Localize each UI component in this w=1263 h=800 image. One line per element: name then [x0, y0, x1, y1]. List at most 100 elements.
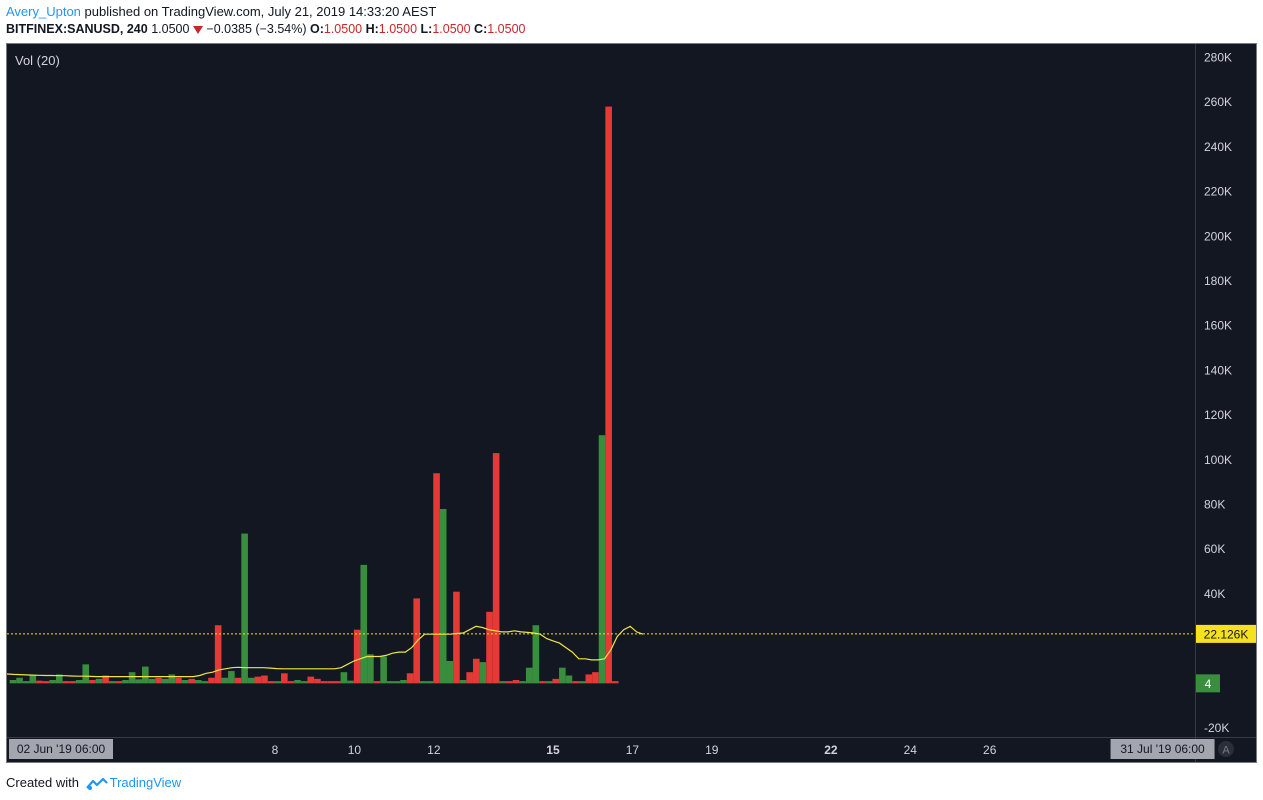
volume-bar[interactable]	[254, 676, 262, 684]
volume-bar[interactable]	[506, 681, 513, 684]
volume-bar[interactable]	[274, 681, 282, 684]
volume-bar[interactable]	[367, 654, 374, 684]
volume-bar[interactable]	[89, 679, 96, 684]
price-axis-area[interactable]	[1196, 44, 1256, 738]
volume-bar[interactable]	[122, 679, 129, 684]
volume-bar[interactable]	[353, 629, 361, 684]
volume-bar[interactable]	[519, 681, 526, 684]
volume-bar[interactable]	[314, 678, 321, 684]
volume-bar[interactable]	[406, 673, 414, 684]
volume-bar[interactable]	[578, 681, 586, 684]
volume-bar[interactable]	[433, 473, 440, 684]
volume-bar[interactable]	[161, 678, 169, 684]
volume-bar[interactable]	[194, 679, 202, 684]
volume-bar[interactable]	[472, 658, 480, 684]
tradingview-brand-link[interactable]: TradingView	[109, 775, 182, 790]
volume-bar[interactable]	[300, 681, 308, 684]
volume-bar[interactable]	[168, 674, 176, 684]
volume-bar[interactable]	[499, 681, 507, 684]
volume-bar[interactable]	[333, 681, 341, 684]
volume-bar[interactable]	[22, 681, 30, 684]
volume-bar[interactable]	[221, 677, 229, 684]
volume-bar[interactable]	[327, 681, 334, 684]
volume-bar[interactable]	[201, 681, 209, 684]
volume-bar[interactable]	[9, 679, 17, 684]
volume-bar[interactable]	[16, 677, 23, 684]
x-tick-label: 26	[983, 743, 997, 757]
volume-bar[interactable]	[234, 677, 242, 684]
volume-bar[interactable]	[592, 672, 599, 684]
volume-bar[interactable]	[82, 664, 90, 684]
volume-bar[interactable]	[214, 625, 222, 684]
volume-bar[interactable]	[486, 611, 493, 684]
volume-bar[interactable]	[102, 675, 109, 684]
volume-bar[interactable]	[69, 681, 76, 684]
volume-bar[interactable]	[539, 681, 546, 684]
volume-bar[interactable]	[36, 680, 43, 684]
volume-bar[interactable]	[492, 453, 500, 684]
volume-bar[interactable]	[320, 681, 328, 684]
volume-bar[interactable]	[241, 533, 248, 684]
volume-bar[interactable]	[532, 625, 540, 684]
volume-bar[interactable]	[380, 656, 387, 684]
volume-bar[interactable]	[459, 679, 467, 684]
low-value: 1.0500	[432, 22, 471, 36]
volume-bar[interactable]	[307, 676, 315, 684]
volume-bar[interactable]	[598, 435, 606, 684]
volume-bar[interactable]	[29, 675, 37, 684]
volume-bar[interactable]	[175, 677, 182, 684]
volume-bar[interactable]	[559, 667, 566, 684]
volume-bar[interactable]	[95, 678, 103, 684]
volume-bar[interactable]	[552, 678, 560, 684]
x-tick-label: 8	[272, 743, 279, 757]
volume-bar[interactable]	[267, 681, 275, 684]
volume-bar[interactable]	[49, 679, 56, 684]
volume-bar[interactable]	[208, 677, 215, 684]
volume-bar[interactable]	[75, 679, 83, 684]
volume-bar[interactable]	[439, 508, 447, 684]
volume-bar[interactable]	[512, 679, 520, 684]
author-link[interactable]: Avery_Upton	[6, 4, 81, 19]
volume-bar[interactable]	[420, 681, 427, 684]
volume-bar[interactable]	[287, 681, 295, 684]
volume-bar[interactable]	[446, 660, 454, 684]
volume-bar[interactable]	[115, 681, 123, 684]
volume-bar[interactable]	[247, 677, 255, 684]
volume-bar[interactable]	[62, 681, 70, 684]
volume-bar[interactable]	[281, 673, 288, 684]
volume-bar[interactable]	[585, 674, 593, 684]
volume-bar[interactable]	[479, 662, 487, 684]
volume-bar[interactable]	[360, 564, 368, 684]
volume-bar[interactable]	[148, 678, 156, 684]
volume-bar[interactable]	[128, 672, 136, 684]
volume-bar[interactable]	[155, 677, 162, 684]
time-axis-area[interactable]	[7, 738, 1195, 762]
volume-bar[interactable]	[135, 679, 143, 684]
volume-bar[interactable]	[108, 681, 116, 684]
volume-bar[interactable]	[545, 681, 553, 684]
volume-bar[interactable]	[373, 681, 381, 684]
volume-bar[interactable]	[188, 678, 195, 684]
volume-bar[interactable]	[565, 675, 573, 684]
volume-bar[interactable]	[572, 681, 579, 684]
volume-bar[interactable]	[261, 675, 268, 684]
volume-bar[interactable]	[605, 106, 612, 684]
volume-bar[interactable]	[400, 679, 407, 684]
volume-bar[interactable]	[466, 672, 473, 684]
volume-bar[interactable]	[340, 672, 348, 684]
volume-bar[interactable]	[611, 681, 619, 684]
volume-bar[interactable]	[453, 591, 460, 684]
volume-bar[interactable]	[181, 679, 189, 684]
auto-scale-button[interactable]: A	[1218, 741, 1234, 757]
volume-bar[interactable]	[525, 667, 533, 684]
volume-bar[interactable]	[393, 681, 401, 684]
volume-bar[interactable]	[42, 681, 50, 684]
volume-bar[interactable]	[386, 681, 394, 684]
volume-bar[interactable]	[55, 674, 63, 684]
volume-bar[interactable]	[426, 681, 434, 684]
volume-bar[interactable]	[347, 680, 354, 684]
volume-bar[interactable]	[228, 671, 235, 684]
volume-bar[interactable]	[142, 666, 149, 684]
volume-bar[interactable]	[294, 679, 301, 684]
